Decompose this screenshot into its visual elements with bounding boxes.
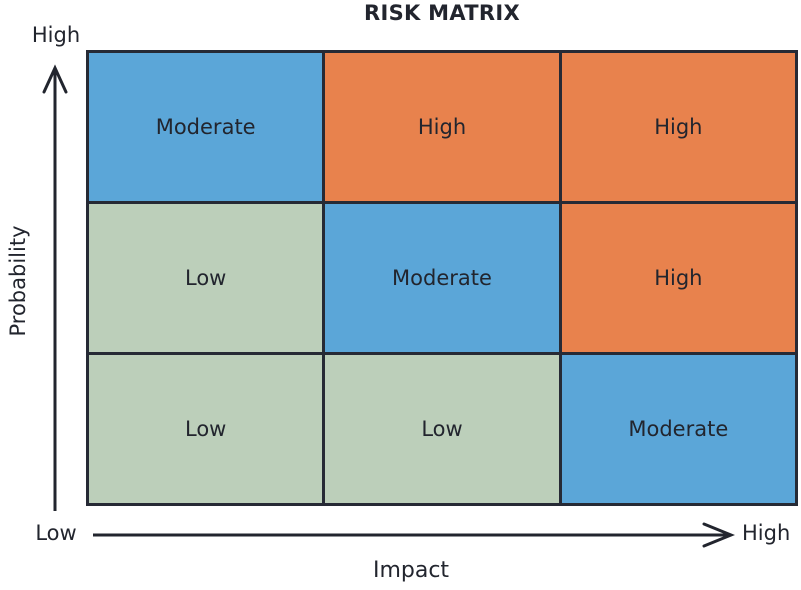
page-title: RISK MATRIX	[363, 1, 520, 25]
impact-axis-label: Impact	[372, 558, 450, 583]
matrix-cell-r2c1: Low	[89, 204, 323, 352]
y-axis-arrowhead-icon	[42, 64, 68, 94]
risk-matrix-grid: Moderate High High Low Moderate High Low…	[86, 50, 798, 506]
matrix-cell-r3c3: Moderate	[561, 355, 795, 503]
matrix-cell-r1c3: High	[561, 53, 795, 201]
matrix-cell-r2c2: Moderate	[325, 204, 559, 352]
y-axis-high-label: High	[31, 23, 81, 47]
probability-axis-label: Probability	[6, 225, 30, 337]
matrix-cell-r2c3: High	[561, 204, 795, 352]
x-axis-high-label: High	[742, 521, 791, 545]
matrix-cell-r1c2: High	[325, 53, 559, 201]
x-axis-arrowhead-icon	[702, 522, 735, 548]
matrix-cell-r3c2: Low	[325, 355, 559, 503]
matrix-cell-r3c1: Low	[89, 355, 323, 503]
x-axis-low-label: Low	[35, 521, 77, 545]
matrix-cell-r1c1: Moderate	[89, 53, 323, 201]
